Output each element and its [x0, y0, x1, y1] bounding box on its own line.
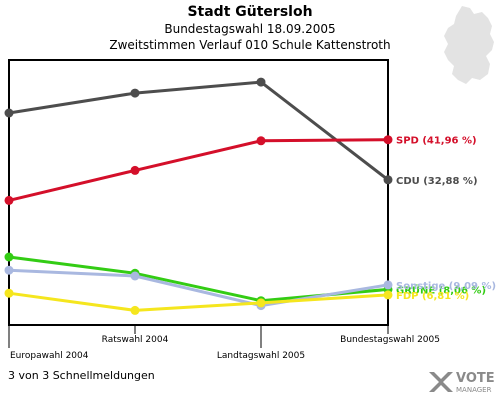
series-line-cdu	[8, 80, 389, 181]
data-point-spd	[256, 136, 266, 146]
data-point-spd	[4, 195, 14, 205]
vote-manager-logo: VOTE MANAGER	[429, 371, 495, 394]
series-label-gr-ne: GRÜNE (8,06 %)	[396, 282, 486, 296]
series-label-cdu: CDU (32,88 %)	[396, 176, 478, 187]
data-point-spd	[130, 165, 140, 175]
data-point-sonstige	[130, 271, 140, 281]
page-title: Stadt Gütersloh	[187, 4, 313, 20]
data-point-gr-ne	[4, 252, 14, 262]
plot-area	[8, 59, 389, 326]
x-tick-label: Landtagswahl 2005	[217, 351, 305, 361]
series-fdp	[4, 288, 393, 315]
series-line-fdp	[8, 291, 389, 312]
data-point-fdp	[256, 298, 266, 308]
status-text: 3 von 3 Schnellmeldungen	[8, 369, 155, 382]
series-label-spd: SPD (41,96 %)	[396, 136, 477, 147]
series-labels: CDU (32,88 %) SPD (41,96 %) GRÜNE (8,06 %)…	[396, 136, 496, 302]
series-label-sonstige: Sonstige (9,09 %)	[396, 281, 496, 292]
data-point-cdu	[130, 88, 140, 98]
series-layer	[4, 77, 393, 315]
series-label-fdp: FDP (6,81 %)	[396, 291, 469, 302]
data-point-spd	[383, 135, 393, 145]
data-point-fdp	[130, 305, 140, 315]
data-point-cdu	[256, 77, 266, 87]
data-point-sonstige	[383, 280, 393, 290]
series-line-spd	[8, 138, 389, 202]
series-cdu	[4, 77, 393, 185]
series-spd	[4, 135, 393, 205]
x-tick-label: Europawahl 2004	[10, 351, 89, 361]
x-tick-label: Ratswahl 2004	[102, 335, 169, 345]
x-axis: Europawahl 2004 Ratswahl 2004 Landtagswahl…	[8, 325, 440, 361]
data-point-cdu	[4, 108, 14, 118]
data-point-cdu	[383, 175, 393, 185]
germany-map-icon	[444, 6, 494, 84]
data-point-sonstige	[4, 265, 14, 275]
logo-word2: MANAGER	[456, 386, 492, 394]
logo-word: VOTE	[456, 371, 495, 386]
series-line-sonstige	[8, 268, 389, 308]
chart-subtitle: Zweitstimmen Verlauf 010 Schule Kattenst…	[109, 38, 391, 52]
data-point-fdp	[383, 290, 393, 300]
election-subtitle: Bundestagswahl 18.09.2005	[164, 22, 336, 36]
x-tick-label: Bundestagswahl 2005	[340, 335, 440, 345]
data-point-fdp	[4, 288, 14, 298]
